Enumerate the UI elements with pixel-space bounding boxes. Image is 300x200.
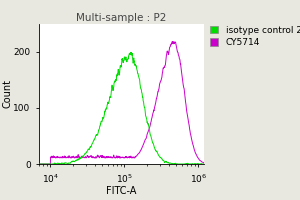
Y-axis label: Count: Count <box>2 79 12 108</box>
Legend: isotype control 2, CY5714: isotype control 2, CY5714 <box>210 26 300 47</box>
X-axis label: FITC-A: FITC-A <box>106 186 137 196</box>
Title: Multi-sample : P2: Multi-sample : P2 <box>76 13 167 23</box>
